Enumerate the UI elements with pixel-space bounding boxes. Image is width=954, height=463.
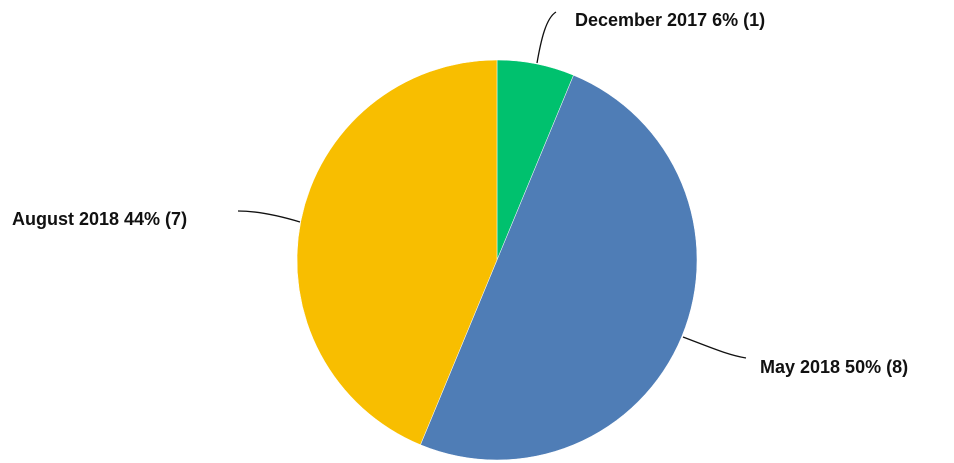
leader-lines bbox=[237, 11, 747, 359]
pie-slice-august-2018 bbox=[296, 59, 498, 446]
leader-line-may-2018 bbox=[682, 336, 747, 359]
pie-slice-may-2018 bbox=[420, 74, 698, 461]
slice-labels: December 2017 6% (1) May 2018 50% (8) Au… bbox=[12, 10, 908, 377]
leader-line-december-2017 bbox=[536, 11, 557, 64]
slice-label-may-2018: May 2018 50% (8) bbox=[760, 357, 908, 377]
leader-line-august-2018 bbox=[237, 210, 301, 223]
slice-label-december-2017: December 2017 6% (1) bbox=[575, 10, 765, 30]
pie-slices bbox=[296, 59, 698, 461]
slice-label-august-2018: August 2018 44% (7) bbox=[12, 209, 187, 229]
